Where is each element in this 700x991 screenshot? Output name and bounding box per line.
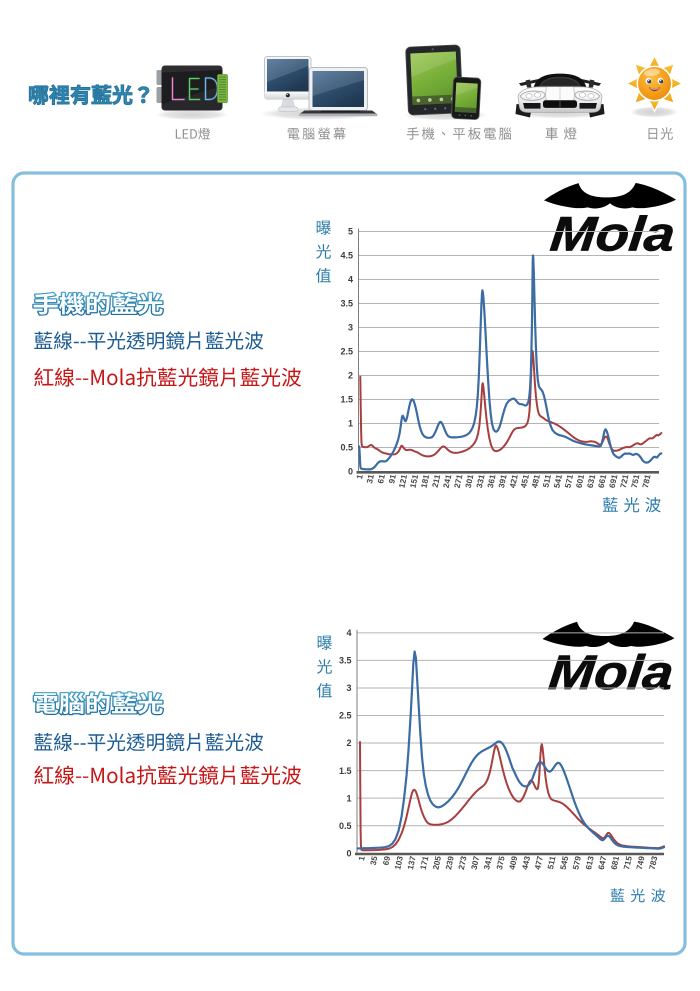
- svg-text:1.5: 1.5: [339, 766, 352, 776]
- svg-text:0.5: 0.5: [340, 443, 353, 453]
- svg-text:Mola: Mola: [548, 208, 678, 262]
- svg-text:691: 691: [608, 473, 620, 489]
- svg-text:3: 3: [346, 683, 351, 693]
- svg-text:61: 61: [376, 473, 387, 484]
- svg-text:715: 715: [622, 855, 634, 871]
- svg-text:205: 205: [431, 855, 443, 871]
- svg-text:647: 647: [597, 855, 609, 871]
- svg-text:2: 2: [346, 738, 351, 748]
- svg-text:2.5: 2.5: [340, 347, 353, 357]
- svg-text:241: 241: [442, 473, 454, 489]
- svg-text:5: 5: [348, 227, 353, 237]
- svg-text:4.5: 4.5: [340, 251, 353, 261]
- svg-text:2: 2: [348, 371, 353, 381]
- svg-text:631: 631: [586, 473, 598, 489]
- svg-text:481: 481: [530, 473, 542, 489]
- svg-text:511: 511: [546, 855, 558, 870]
- svg-text:361: 361: [486, 473, 498, 489]
- svg-text:1: 1: [357, 855, 367, 862]
- svg-text:783: 783: [648, 855, 660, 871]
- svg-text:0: 0: [348, 467, 353, 477]
- svg-text:31: 31: [365, 473, 376, 484]
- svg-text:331: 331: [475, 473, 487, 489]
- svg-text:3.5: 3.5: [340, 299, 353, 309]
- svg-text:421: 421: [508, 473, 520, 489]
- svg-text:749: 749: [635, 855, 647, 871]
- svg-text:3: 3: [348, 323, 353, 333]
- svg-text:273: 273: [457, 855, 469, 871]
- svg-text:571: 571: [563, 473, 575, 489]
- svg-text:443: 443: [521, 855, 533, 871]
- svg-text:613: 613: [584, 855, 596, 871]
- svg-text:151: 151: [409, 473, 421, 489]
- svg-text:781: 781: [641, 473, 653, 489]
- svg-text:1: 1: [355, 473, 365, 480]
- svg-text:579: 579: [571, 855, 583, 871]
- svg-text:409: 409: [508, 855, 520, 871]
- svg-text:121: 121: [397, 473, 409, 489]
- svg-text:137: 137: [406, 855, 418, 871]
- svg-text:181: 181: [420, 473, 432, 489]
- svg-text:0: 0: [346, 848, 351, 858]
- svg-text:511: 511: [541, 473, 553, 488]
- svg-text:681: 681: [610, 855, 622, 871]
- svg-text:103: 103: [393, 855, 405, 871]
- svg-text:721: 721: [619, 473, 631, 489]
- svg-text:69: 69: [381, 855, 392, 866]
- svg-text:1.5: 1.5: [340, 395, 353, 405]
- svg-text:3.5: 3.5: [339, 656, 352, 666]
- svg-text:271: 271: [453, 473, 465, 489]
- svg-text:375: 375: [495, 855, 507, 871]
- svg-text:661: 661: [597, 473, 609, 489]
- svg-text:391: 391: [497, 473, 509, 489]
- svg-text:601: 601: [575, 473, 587, 489]
- svg-text:307: 307: [470, 855, 482, 871]
- svg-text:341: 341: [482, 855, 494, 871]
- svg-text:451: 451: [519, 473, 531, 489]
- svg-text:4: 4: [348, 275, 353, 285]
- svg-text:477: 477: [533, 855, 545, 871]
- svg-text:301: 301: [464, 473, 476, 489]
- svg-text:91: 91: [387, 473, 398, 484]
- svg-text:211: 211: [431, 473, 443, 488]
- svg-text:541: 541: [552, 473, 564, 489]
- svg-text:4: 4: [346, 628, 351, 638]
- svg-text:1: 1: [346, 793, 351, 803]
- svg-text:751: 751: [630, 473, 642, 489]
- svg-text:1: 1: [348, 419, 353, 429]
- svg-text:171: 171: [419, 855, 431, 871]
- svg-text:2.5: 2.5: [339, 711, 352, 721]
- svg-text:239: 239: [444, 855, 456, 871]
- svg-text:35: 35: [369, 855, 380, 866]
- svg-text:545: 545: [559, 855, 571, 871]
- svg-text:0.5: 0.5: [339, 821, 352, 831]
